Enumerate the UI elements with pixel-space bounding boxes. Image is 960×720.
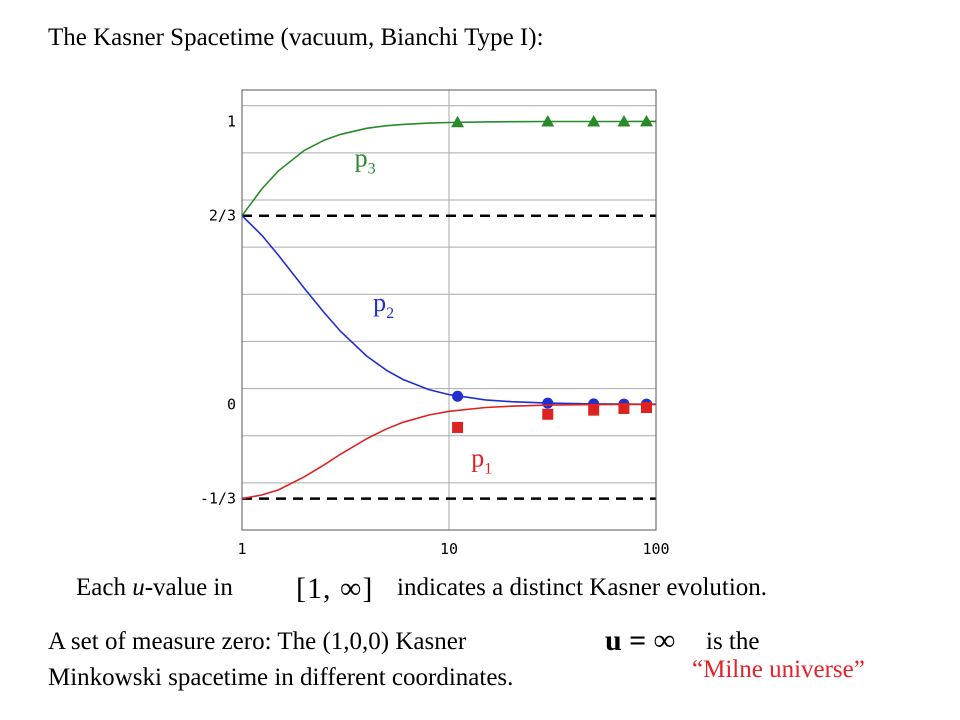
series-line-p1 [241, 403, 656, 500]
y-tick-label: 2/3 [209, 207, 236, 225]
marker-p1 [641, 402, 653, 414]
reference-lines [242, 214, 656, 500]
marker-p2 [542, 397, 554, 409]
x-tick-label: 1 [237, 540, 246, 558]
caption-line-1-start: Each [76, 574, 133, 601]
milne-universe-label: “Milne universe” [692, 656, 865, 683]
plot-frame [241, 89, 657, 531]
marker-p3 [541, 115, 555, 127]
kasner-chart: p3 p2 p1 1 2/3 0 -1/3 1 10 100 u [200, 89, 670, 570]
y-tick-label: -1/3 [200, 490, 236, 508]
marker-p3 [640, 114, 654, 127]
marker-p3 [451, 115, 465, 128]
caption-line-2-end: is the [706, 628, 760, 655]
marker-p1 [618, 402, 630, 414]
caption-line-1-end: indicates a distinct Kasner evolution. [397, 574, 768, 601]
y-tick-label: 1 [227, 112, 236, 130]
series-label-p2: p2 [373, 288, 394, 322]
marker-p3 [617, 114, 631, 127]
u-infinity-expression: u = ∞ [605, 624, 676, 657]
marker-p1 [588, 404, 600, 416]
caption-line-1: Each u-value in [76, 574, 233, 602]
slide-title: The Kasner Spacetime (vacuum, Bianchi Ty… [48, 24, 544, 51]
marker-p1 [542, 408, 554, 420]
series-label-p1: p1 [471, 444, 492, 478]
marker-p3 [587, 114, 601, 127]
y-tick-label: 0 [227, 395, 236, 413]
caption-line-2: A set of measure zero: The (1,0,0) Kasne… [48, 628, 467, 655]
interval-expression: [1, ∞] [296, 572, 374, 605]
x-tick-label: 10 [440, 540, 458, 558]
x-tick-label: 100 [642, 540, 669, 558]
tick-labels: 1 2/3 0 -1/3 1 10 100 u [200, 112, 670, 570]
chart-series: p3 p2 p1 [241, 114, 656, 500]
marker-p2 [452, 390, 464, 402]
caption-line-1-mid: -value in [144, 574, 233, 601]
series-label-p3: p3 [355, 144, 376, 178]
x-axis-label: u [442, 565, 456, 570]
series-line-p3 [241, 120, 656, 217]
caption-line-3: Minkowski spacetime in different coordin… [48, 664, 514, 691]
caption-variable-u: u [132, 574, 145, 601]
marker-p1 [452, 421, 464, 433]
chart-grid [241, 90, 657, 531]
